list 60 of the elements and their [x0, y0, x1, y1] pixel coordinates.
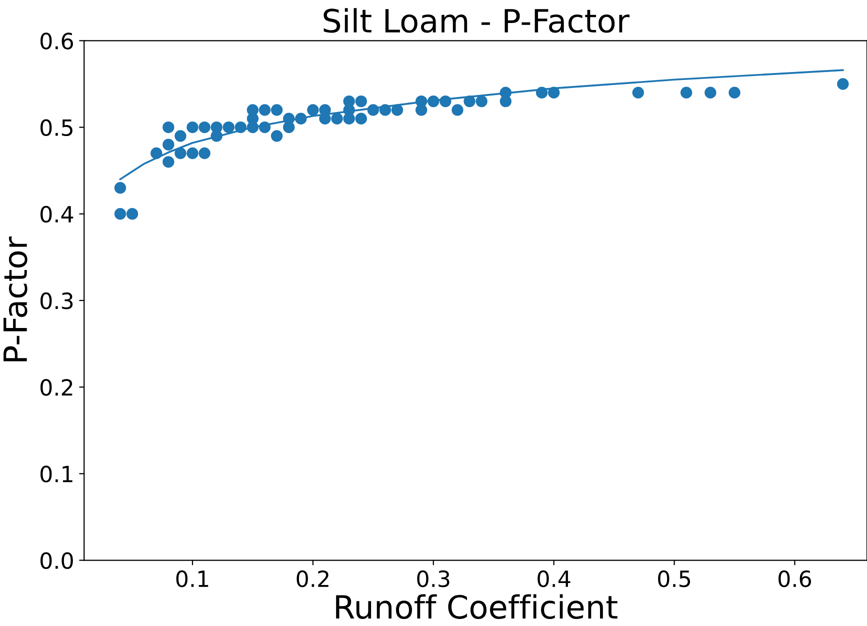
point [500, 95, 512, 108]
x-tick-label: 0.1 [176, 570, 208, 588]
point [258, 121, 271, 134]
point [174, 130, 186, 142]
point [307, 104, 319, 116]
point [198, 147, 210, 160]
x-tick-label: 0.5 [658, 570, 690, 588]
point [680, 86, 692, 98]
point [270, 130, 283, 142]
point [355, 112, 367, 124]
point [728, 86, 740, 98]
point [295, 112, 307, 124]
x-tick-label: 0.3 [417, 570, 450, 588]
point [186, 147, 198, 160]
point [391, 104, 404, 116]
y-tick-label: 0.4 [40, 206, 74, 223]
point [837, 78, 849, 90]
point [452, 104, 464, 116]
point [150, 147, 162, 160]
point [174, 147, 186, 160]
x-tick-label: 0.4 [538, 570, 570, 588]
x-tick-label: 0.2 [296, 570, 328, 588]
x-axis-title: Runoff Coefficient [336, 594, 618, 620]
y-tick-label: 0.3 [40, 292, 73, 310]
y-tick-label: 0.1 [40, 466, 72, 482]
point [367, 104, 380, 116]
point [536, 86, 548, 98]
y-tick-label: 0.0 [40, 552, 73, 570]
point [234, 121, 247, 134]
point [222, 121, 234, 134]
point [114, 182, 126, 194]
point [283, 121, 295, 134]
point [548, 86, 560, 98]
x-tick-label: 0.6 [778, 570, 812, 588]
point [704, 86, 716, 98]
point [162, 156, 174, 168]
point [632, 86, 644, 98]
y-tick-label: 0.6 [40, 32, 73, 50]
point [210, 130, 222, 142]
point [114, 208, 126, 220]
point [162, 121, 174, 134]
point [416, 104, 428, 116]
point [440, 95, 452, 108]
point [379, 104, 392, 116]
chart-title: Silt Loam - P-Factor [324, 8, 630, 33]
point [198, 121, 210, 134]
point [343, 112, 355, 124]
point [464, 95, 476, 108]
point [476, 95, 488, 108]
point [126, 208, 138, 220]
point [162, 138, 174, 150]
point [428, 95, 440, 108]
y-tick-label: 0.2 [40, 379, 72, 396]
point [270, 104, 283, 116]
y-tick-label: 0.5 [40, 119, 72, 136]
y-axis-title: P-Factor [4, 236, 28, 362]
point [186, 121, 198, 134]
point [258, 104, 271, 116]
point [331, 112, 343, 124]
point [355, 95, 367, 108]
